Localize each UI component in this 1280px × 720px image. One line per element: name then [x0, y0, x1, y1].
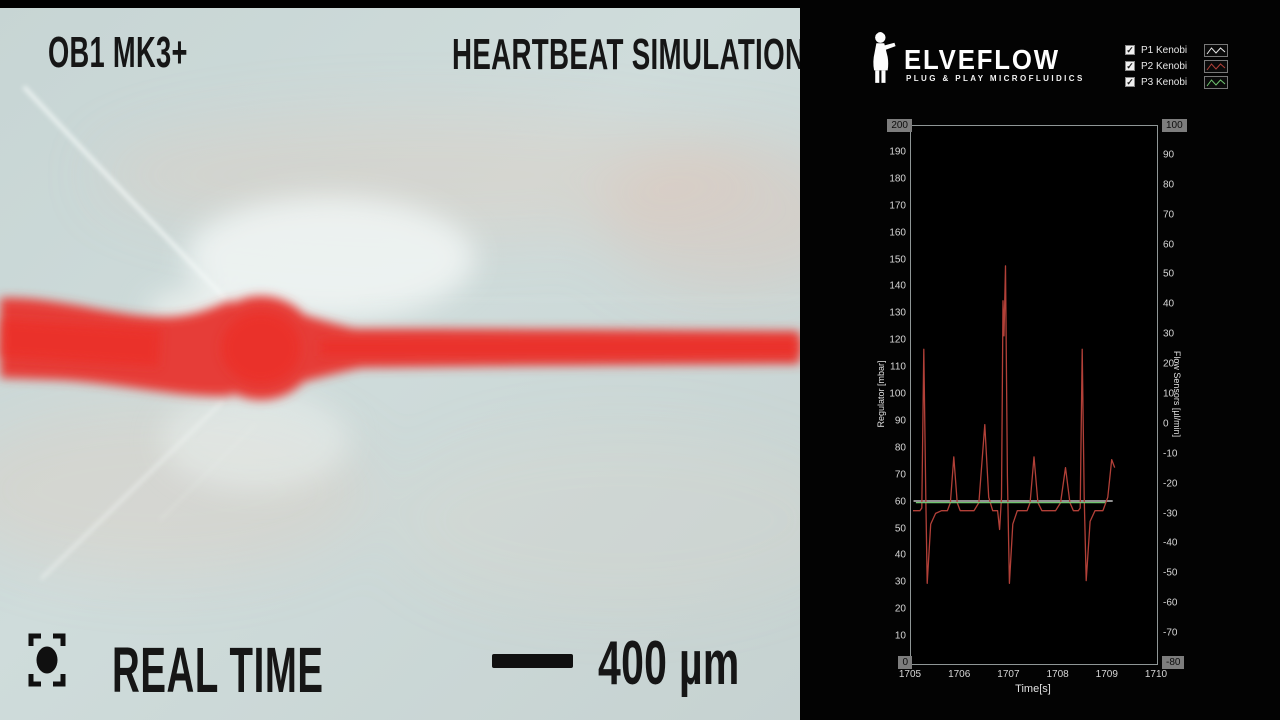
x-tick-label: 1710	[1144, 669, 1168, 680]
scale-bar-label: 400 µm	[598, 629, 740, 698]
y-left-min-box[interactable]: 0	[898, 656, 912, 669]
y-right-tick-label: 20	[1163, 358, 1175, 370]
brand-tagline: PLUG & PLAY MICROFLUIDICS	[906, 74, 1085, 83]
y-left-tick-label: 70	[894, 469, 906, 481]
legend-row-1: ✓ P1 Kenobi	[1125, 43, 1228, 57]
y-right-tick-label: 50	[1163, 268, 1175, 280]
microfluidic-channel-image	[0, 0, 800, 720]
x-tick-label: 1708	[1046, 669, 1069, 680]
legend-checkbox-2[interactable]: ✓	[1125, 61, 1135, 71]
legend-label-3: P3 Kenobi	[1141, 76, 1188, 88]
y-left-tick-label: 10	[894, 630, 906, 642]
legend-row-3: ✓ P3 Kenobi	[1125, 75, 1228, 89]
y-right-tick-label: 40	[1163, 298, 1175, 310]
x-tick-label: 1707	[997, 669, 1020, 680]
software-panel: ELVEFLOW PLUG & PLAY MICROFLUIDICS ✓ P1 K…	[800, 0, 1280, 720]
y-right-tick-label: -70	[1163, 627, 1178, 639]
y-right-tick-label: -40	[1163, 537, 1178, 549]
y-right-tick-label: 30	[1163, 328, 1175, 340]
y-left-tick-label: 150	[889, 254, 906, 265]
x-tick-label: 1709	[1095, 669, 1118, 680]
legend-row-2: ✓ P2 Kenobi	[1125, 59, 1228, 73]
legend-linestyle-button-1[interactable]	[1204, 43, 1228, 57]
y-left-tick-label: 180	[889, 173, 906, 185]
y-right-tick-label: 80	[1163, 179, 1175, 191]
y-right-tick-label: -50	[1163, 567, 1178, 579]
legend-checkbox-1[interactable]: ✓	[1125, 45, 1135, 55]
y-left-tick-label: 190	[889, 146, 906, 158]
legend-linestyle-button-3[interactable]	[1204, 75, 1228, 89]
trace-P2-Kenobi	[913, 265, 1116, 584]
y-left-tick-label: 160	[889, 227, 906, 239]
y-right-tick-label: 10	[1163, 388, 1175, 400]
record-realtime-icon	[28, 633, 66, 687]
legend-linestyle-button-2[interactable]	[1204, 59, 1228, 73]
y-right-tick-label: -20	[1163, 478, 1178, 490]
y-left-tick-label: 40	[894, 549, 906, 561]
y-left-tick-label: 170	[889, 200, 906, 212]
y-left-tick-label: 90	[894, 415, 906, 427]
y-right-tick-label: 90	[1163, 149, 1175, 161]
device-label: OB1 MK3+	[48, 28, 188, 77]
y-left-tick-label: 80	[894, 442, 906, 454]
y-left-max-box[interactable]: 200	[887, 119, 912, 132]
scale-bar	[492, 654, 573, 668]
chart-traces	[913, 265, 1116, 584]
simulation-title: HEARTBEAT SIMULATION	[452, 30, 800, 79]
y-left-tick-label: 120	[889, 334, 906, 346]
y-right-max-box[interactable]: 100	[1162, 119, 1187, 132]
y-right-tick-label: -30	[1163, 508, 1178, 520]
chart-legend: ✓ P1 Kenobi ✓ P2 Kenobi ✓ P3 Kenobi	[1125, 43, 1228, 89]
y-right-tick-label: 0	[1163, 418, 1169, 430]
y-right-tick-label: -10	[1163, 448, 1178, 460]
y-left-tick-label: 60	[894, 496, 906, 508]
red-dye-core	[0, 312, 800, 384]
y-left-tick-label: 110	[890, 361, 906, 373]
y-right-tick-label: -60	[1163, 597, 1178, 609]
realtime-label: REAL TIME	[112, 634, 324, 706]
y-left-tick-label: 140	[889, 280, 906, 292]
red-dye-stream	[0, 296, 800, 400]
y-right-tick-label: 60	[1163, 239, 1175, 251]
legend-label-1: P1 Kenobi	[1141, 44, 1188, 56]
x-axis-title: Time[s]	[1015, 683, 1051, 695]
y-left-tick-label: 20	[894, 603, 906, 615]
y-left-tick-label: 50	[894, 523, 906, 534]
chart-plot-area	[910, 125, 1158, 665]
y-right-min-box[interactable]: -80	[1162, 656, 1185, 669]
x-tick-label: 1706	[948, 669, 971, 680]
elveflow-person-logo-icon	[873, 32, 896, 83]
legend-label-2: P2 Kenobi	[1141, 60, 1188, 72]
y-right-tick-label: 70	[1163, 209, 1175, 221]
y-left-tick-label: 100	[889, 388, 906, 400]
y-left-axis-title: Regulator [mbar]	[876, 360, 886, 428]
inlet-channel-lines	[23, 86, 800, 580]
y-left-tick-label: 130	[889, 307, 906, 319]
video-top-letterbox	[0, 0, 800, 8]
x-tick-label: 1705	[898, 669, 922, 680]
microscope-video-panel: OB1 MK3+ HEARTBEAT SIMULATION REAL TIME …	[0, 0, 800, 720]
y-left-tick-label: 30	[894, 576, 906, 588]
brand-name: ELVEFLOW	[904, 44, 1060, 75]
legend-checkbox-3[interactable]: ✓	[1125, 77, 1135, 87]
